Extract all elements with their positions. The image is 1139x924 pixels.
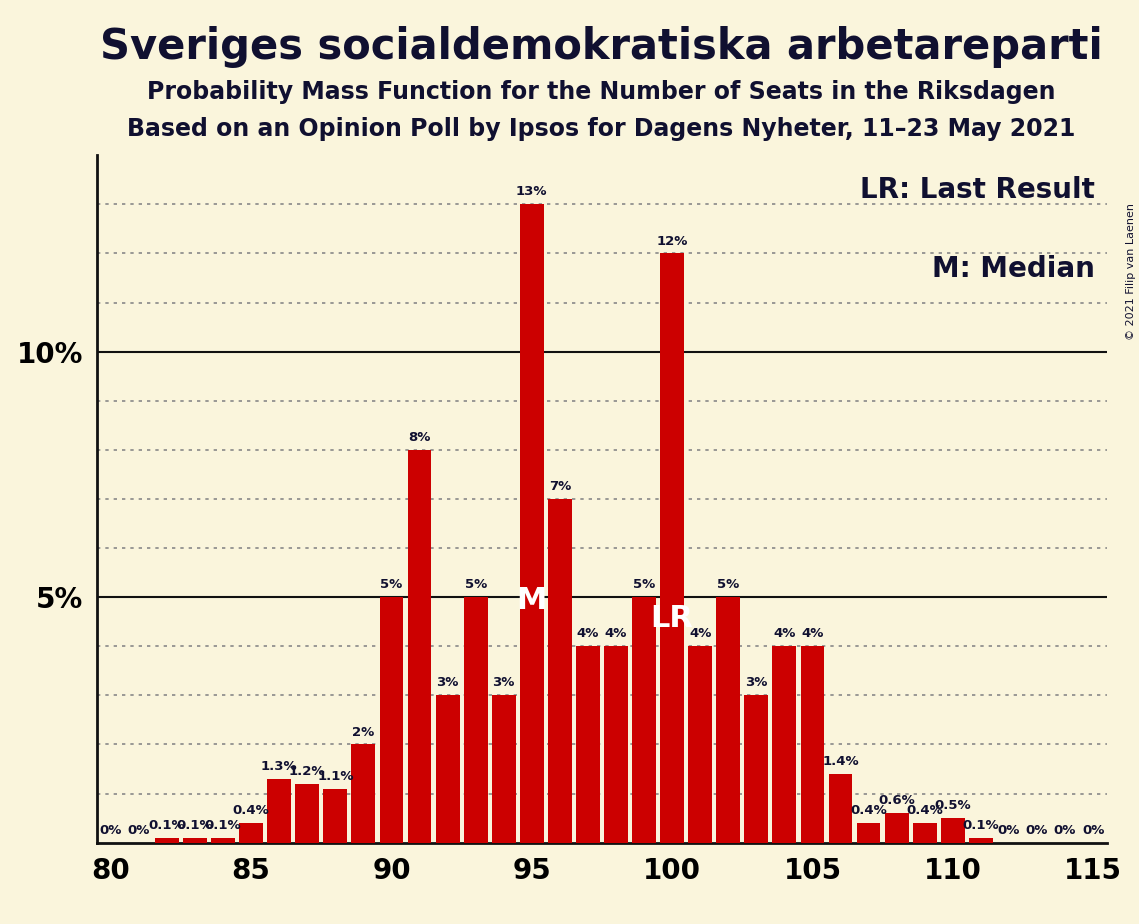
Bar (941, 818, 965, 843)
Text: Sveriges socialdemokratiska arbetareparti: Sveriges socialdemokratiska arbetarepart… (100, 26, 1103, 67)
Text: © 2021 Filip van Laenen: © 2021 Filip van Laenen (1125, 203, 1136, 340)
Bar (548, 499, 572, 843)
Text: Based on an Opinion Poll by Ipsos for Dagens Nyheter, 11–23 May 2021: Based on an Opinion Poll by Ipsos for Da… (128, 117, 1075, 141)
Bar (632, 597, 656, 843)
Text: M: Median: M: Median (932, 255, 1095, 283)
Text: LR: LR (650, 604, 694, 633)
Text: 8%: 8% (409, 431, 431, 444)
Bar (576, 646, 600, 843)
Bar (519, 204, 543, 843)
Text: 3%: 3% (492, 676, 515, 689)
Text: 0.4%: 0.4% (907, 804, 943, 817)
Text: 4%: 4% (576, 627, 599, 640)
Text: 1.4%: 1.4% (822, 755, 859, 768)
Bar (183, 838, 207, 843)
Text: 5%: 5% (633, 578, 655, 591)
Bar (688, 646, 712, 843)
Text: 5%: 5% (380, 578, 402, 591)
Text: 0%: 0% (998, 824, 1021, 837)
Text: 0.1%: 0.1% (962, 819, 999, 832)
Text: 3%: 3% (436, 676, 459, 689)
Text: 4%: 4% (773, 627, 795, 640)
Text: M: M (517, 586, 547, 614)
Text: LR: Last Result: LR: Last Result (860, 176, 1095, 204)
Text: 2%: 2% (352, 725, 375, 738)
Bar (885, 813, 909, 843)
Text: 1.1%: 1.1% (317, 770, 353, 783)
Bar (492, 696, 516, 843)
Text: 0%: 0% (1026, 824, 1048, 837)
Text: 0%: 0% (99, 824, 122, 837)
Bar (211, 838, 235, 843)
Bar (745, 696, 768, 843)
Bar (268, 779, 292, 843)
Text: 0.5%: 0.5% (934, 799, 972, 812)
Bar (772, 646, 796, 843)
Text: 4%: 4% (605, 627, 628, 640)
Text: 0.4%: 0.4% (232, 804, 270, 817)
Bar (464, 597, 487, 843)
Bar (408, 450, 432, 843)
Bar (912, 823, 936, 843)
Text: Probability Mass Function for the Number of Seats in the Riksdagen: Probability Mass Function for the Number… (147, 80, 1056, 104)
Text: 0%: 0% (1054, 824, 1076, 837)
Text: 12%: 12% (656, 235, 688, 248)
Bar (352, 745, 376, 843)
Bar (436, 696, 459, 843)
Bar (323, 789, 347, 843)
Bar (239, 823, 263, 843)
Text: 4%: 4% (689, 627, 712, 640)
Text: 7%: 7% (549, 480, 571, 493)
Bar (295, 784, 319, 843)
Text: 0.1%: 0.1% (177, 819, 213, 832)
Bar (716, 597, 740, 843)
Text: 4%: 4% (801, 627, 823, 640)
Bar (801, 646, 825, 843)
Text: 5%: 5% (465, 578, 486, 591)
Text: 0%: 0% (128, 824, 150, 837)
Text: 1.3%: 1.3% (261, 760, 297, 773)
Text: 0.1%: 0.1% (205, 819, 241, 832)
Text: 3%: 3% (745, 676, 768, 689)
Text: 0.6%: 0.6% (878, 795, 915, 808)
Bar (857, 823, 880, 843)
Text: 0%: 0% (1082, 824, 1105, 837)
Text: 13%: 13% (516, 186, 548, 199)
Text: 0.4%: 0.4% (850, 804, 887, 817)
Text: 0.1%: 0.1% (149, 819, 186, 832)
Bar (155, 838, 179, 843)
Text: 5%: 5% (718, 578, 739, 591)
Bar (969, 838, 993, 843)
Bar (379, 597, 403, 843)
Bar (661, 253, 685, 843)
Bar (604, 646, 628, 843)
Bar (828, 774, 852, 843)
Text: 1.2%: 1.2% (289, 765, 326, 778)
